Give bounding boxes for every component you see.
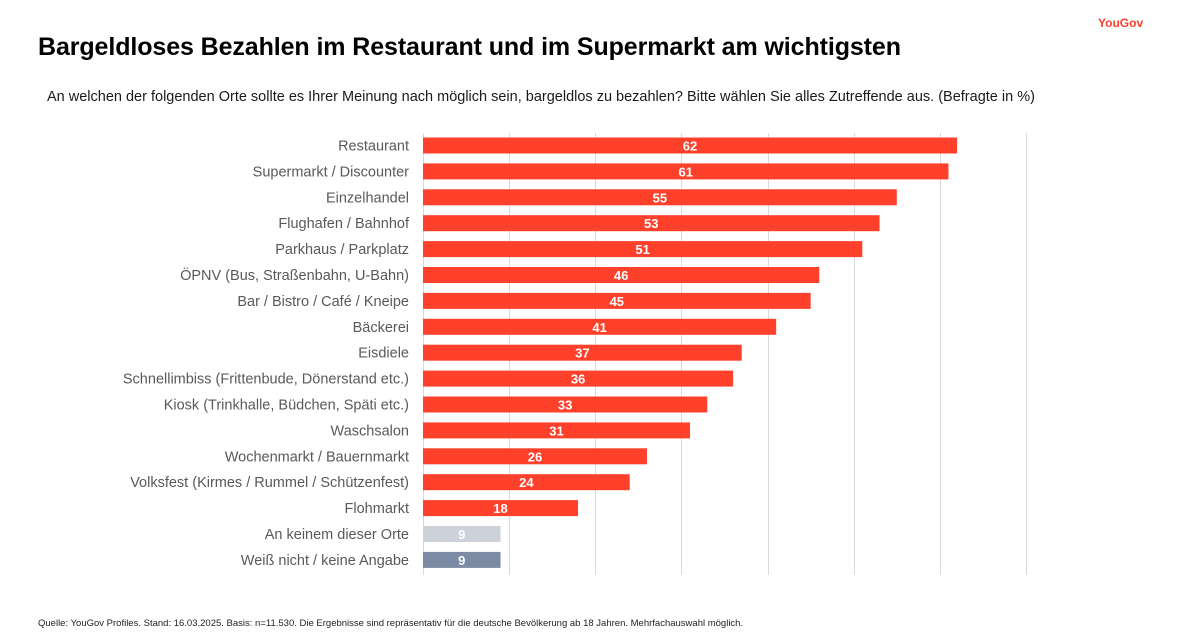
category-label: Restaurant — [338, 139, 409, 155]
category-label: Flughafen / Bahnhof — [278, 216, 410, 232]
data-label: 37 — [575, 346, 589, 361]
bar — [423, 422, 691, 439]
data-label: 9 — [458, 553, 465, 568]
data-label: 45 — [610, 294, 624, 309]
category-label: Bar / Bistro / Café / Kneipe — [237, 294, 409, 310]
bar — [423, 370, 734, 387]
bar — [423, 267, 820, 283]
bar — [423, 474, 630, 491]
category-label: Weiß nicht / keine Angabe — [241, 553, 409, 569]
bar — [423, 137, 958, 154]
data-label: 53 — [644, 216, 658, 231]
data-label: 55 — [653, 190, 667, 205]
category-label: Wochenmarkt / Bauernmarkt — [225, 449, 409, 465]
data-label: 31 — [549, 423, 563, 438]
category-label: An keinem dieser Orte — [265, 527, 409, 543]
bar — [423, 551, 501, 568]
data-label: 62 — [683, 139, 697, 154]
data-label: 41 — [592, 320, 606, 335]
data-label: 46 — [614, 268, 628, 283]
bar — [423, 396, 708, 413]
category-label: Waschsalon — [331, 423, 409, 439]
category-label: Schnellimbiss (Frittenbude, Dönerstand e… — [123, 372, 409, 388]
data-label: 33 — [558, 398, 572, 413]
bar — [423, 292, 811, 309]
bars — [423, 137, 958, 568]
category-labels: Restaurant Supermarkt / Discounter Einzelh… — [123, 139, 410, 569]
brand-logo: YouGov — [1098, 16, 1144, 30]
category-label: Bäckerei — [353, 320, 409, 336]
bar — [423, 318, 777, 335]
chart-subtitle: An welchen der folgenden Orte sollte es … — [47, 89, 1035, 105]
source-footnote: Quelle: YouGov Profiles. Stand: 16.03.20… — [38, 618, 744, 629]
bar — [423, 163, 949, 180]
category-label: Flohmarkt — [345, 501, 409, 517]
category-label: Einzelhandel — [326, 190, 409, 206]
bar — [423, 526, 501, 542]
category-label: ÖPNV (Bus, Straßenbahn, U-Bahn) — [180, 266, 409, 284]
data-label: 9 — [458, 527, 465, 542]
category-label: Volksfest (Kirmes / Rummel / Schützenfes… — [130, 475, 409, 491]
data-label: 51 — [635, 242, 649, 257]
category-label: Parkhaus / Parkplatz — [275, 242, 409, 258]
bar — [423, 241, 863, 258]
data-label: 18 — [493, 501, 507, 516]
bar — [423, 189, 897, 206]
data-label: 24 — [519, 475, 534, 490]
chart-title: Bargeldloses Bezahlen im Restaurant und … — [38, 33, 901, 61]
data-label: 36 — [571, 372, 585, 387]
data-label: 26 — [528, 449, 542, 464]
category-label: Kiosk (Trinkhalle, Büdchen, Späti etc.) — [164, 398, 409, 414]
bar — [423, 344, 742, 361]
bar — [423, 500, 579, 517]
bar — [423, 215, 880, 232]
bar — [423, 448, 647, 465]
data-label: 61 — [679, 164, 693, 179]
category-label: Supermarkt / Discounter — [253, 164, 410, 180]
category-label: Eisdiele — [358, 346, 409, 362]
